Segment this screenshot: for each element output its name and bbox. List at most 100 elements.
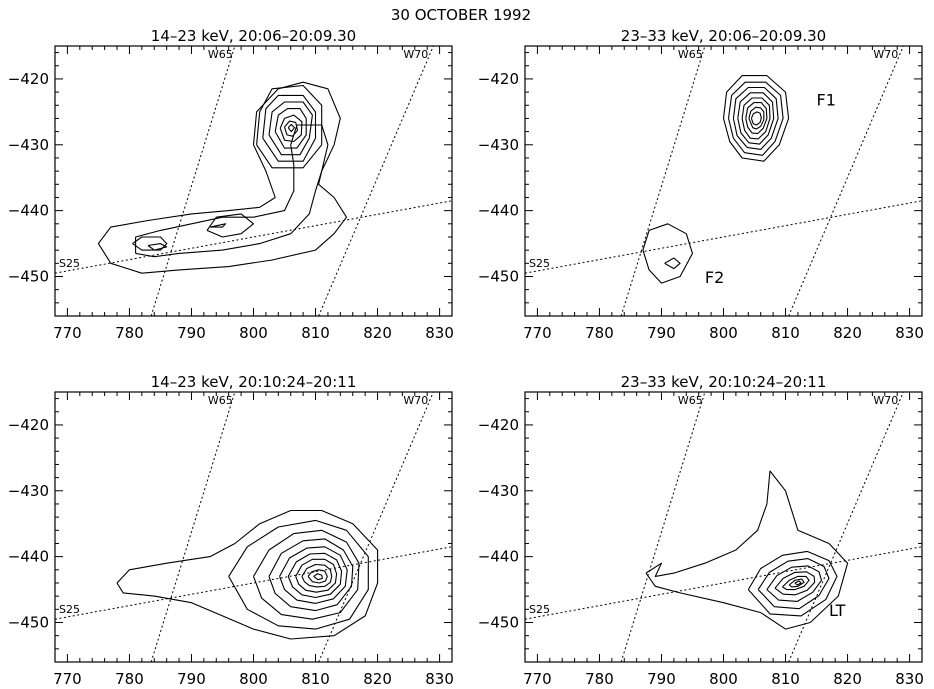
y-tick-label: −440 <box>478 548 519 566</box>
panel-title: 23–33 keV, 20:10:24–20:11 <box>621 373 827 391</box>
contour-line <box>256 84 323 169</box>
contour-line <box>745 102 768 135</box>
x-tick-label: 770 <box>523 670 552 688</box>
grid-label-s25: S25 <box>59 603 80 616</box>
figure-title: 30 OCTOBER 1992 <box>391 6 531 24</box>
grid-line-s25 <box>55 546 452 620</box>
panel-1: 14–23 keV, 20:06–20:09.30 770 780 790 800 810… <box>8 27 454 342</box>
y-tick-label: −420 <box>8 416 49 434</box>
contour-line <box>287 552 343 599</box>
contour-line <box>748 106 765 130</box>
contour-line <box>642 223 694 284</box>
grid-label-s25: S25 <box>529 603 550 616</box>
y-tick-label: −440 <box>8 548 49 566</box>
plot-frame <box>524 391 923 663</box>
contour-line <box>209 223 227 228</box>
panel-4: 23–33 keV, 20:10:24–20:11 770 780 790 800 810… <box>478 373 924 688</box>
x-tick-label: 770 <box>523 324 552 342</box>
plot-frame <box>54 45 453 317</box>
y-tick-label: −420 <box>478 70 519 88</box>
x-tick-label: 820 <box>833 324 862 342</box>
y-tick-label: −430 <box>478 136 519 154</box>
contour-line <box>782 575 810 591</box>
grid-line-w65 <box>150 392 236 662</box>
y-tick-label: −450 <box>478 267 519 285</box>
x-tick-label: 780 <box>115 324 144 342</box>
contour-line <box>301 563 333 588</box>
source-label-lt: LT <box>829 601 846 620</box>
contour-line <box>283 120 299 137</box>
panel-2: 23–33 keV, 20:06–20:09.30 770 780 790 800 810… <box>478 27 924 342</box>
x-tick-label: 790 <box>177 324 206 342</box>
x-tick-label: 830 <box>895 670 924 688</box>
contour-line <box>750 111 762 126</box>
plot-frame <box>54 391 453 663</box>
contour-line <box>664 257 681 270</box>
contour-line <box>727 81 784 156</box>
contour-line <box>295 558 338 593</box>
x-tick-label: 830 <box>425 324 454 342</box>
x-tick-label: 800 <box>709 324 738 342</box>
y-tick-label: −450 <box>8 267 49 285</box>
contour-line <box>788 578 805 588</box>
contour-line <box>741 97 771 140</box>
x-tick-label: 820 <box>833 670 862 688</box>
y-tick-label: −430 <box>478 482 519 500</box>
y-tick-label: −450 <box>478 613 519 631</box>
contour-line <box>757 558 830 610</box>
contour-line <box>274 108 307 149</box>
contour-line <box>766 565 823 602</box>
contour-line <box>135 124 329 258</box>
plot-area <box>525 392 922 662</box>
grid-line-w70 <box>318 46 434 316</box>
x-tick-label: 780 <box>115 670 144 688</box>
contour-line <box>268 538 354 612</box>
grid-label-w65: W65 <box>678 48 703 61</box>
x-tick-label: 810 <box>771 324 800 342</box>
contour-line <box>313 573 323 581</box>
grid-label-w65: W65 <box>208 394 233 407</box>
grid-line-w65 <box>620 46 706 316</box>
x-tick-label: 810 <box>771 670 800 688</box>
grid-line-w65 <box>150 46 236 316</box>
x-tick-label: 800 <box>709 670 738 688</box>
panel-3: 14–23 keV, 20:10:24–20:11 770 780 790 800 810… <box>8 373 454 688</box>
contour-line <box>645 470 849 630</box>
contour-line <box>747 550 838 617</box>
contour-line <box>732 86 779 150</box>
panel-title: 14–23 keV, 20:06–20:09.30 <box>151 27 356 45</box>
x-tick-label: 820 <box>363 324 392 342</box>
y-tick-label: −450 <box>8 613 49 631</box>
contour-line <box>268 101 313 156</box>
contour-line <box>262 94 317 162</box>
contour-line <box>147 243 168 251</box>
contour-line <box>252 529 360 620</box>
x-tick-label: 800 <box>239 324 268 342</box>
x-tick-label: 790 <box>177 670 206 688</box>
grid-line-w70 <box>318 392 434 662</box>
contour-line <box>794 580 802 586</box>
source-label-f1: F1 <box>817 90 836 109</box>
contour-line <box>116 509 379 640</box>
grid-label-w70: W70 <box>403 394 428 407</box>
y-tick-label: −430 <box>8 136 49 154</box>
contour-line <box>774 571 816 596</box>
panel-title: 23–33 keV, 20:06–20:09.30 <box>621 27 826 45</box>
x-tick-label: 770 <box>53 670 82 688</box>
panels-group: 14–23 keV, 20:06–20:09.30 770 780 790 800 810… <box>8 27 924 688</box>
contour-line <box>279 114 303 143</box>
grid-line-w65 <box>620 392 706 662</box>
contour-line <box>307 569 328 584</box>
contour-line <box>722 75 790 162</box>
grid-label-w70: W70 <box>403 48 428 61</box>
grid-label-s25: S25 <box>59 257 80 270</box>
contour-line <box>228 519 369 630</box>
contour-line <box>132 236 168 251</box>
y-tick-label: −420 <box>8 70 49 88</box>
grid-label-s25: S25 <box>529 257 550 270</box>
y-tick-label: −420 <box>478 416 519 434</box>
x-tick-label: 820 <box>363 670 392 688</box>
grid-line-w70 <box>788 46 904 316</box>
x-tick-label: 790 <box>647 670 676 688</box>
